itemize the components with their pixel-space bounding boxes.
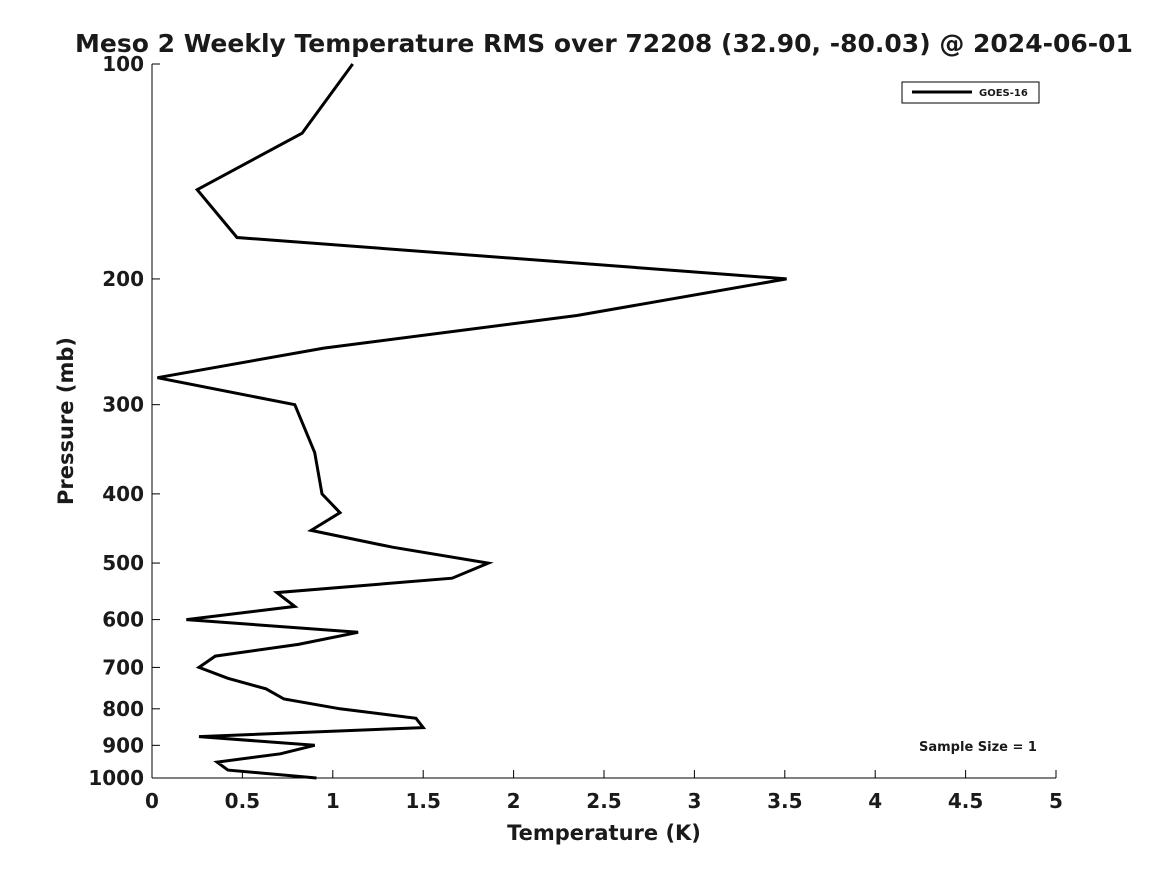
x-tick-label: 0.5 [225,789,260,813]
series-line-goes-16 [157,63,787,780]
legend: GOES-16 [901,81,1040,104]
y-axis-label: Pressure (mb) [54,337,78,505]
plot-area [151,64,1056,779]
y-tick-label: 900 [102,733,144,757]
y-tick-label: 400 [102,482,144,506]
x-tick-label: 1.5 [405,789,440,813]
y-tick-label: 300 [102,393,144,417]
y-tick-label: 700 [102,655,144,679]
y-tick-label: 600 [102,608,144,632]
y-tick-label: 1000 [88,766,144,790]
x-tick-label: 2.5 [586,789,621,813]
y-axis: 100 200 300 400 500 600 700 800 900 1000 [88,52,160,790]
x-tick-label: 0 [145,789,159,813]
y-tick-label: 200 [102,267,144,291]
x-tick-label: 3.5 [767,789,802,813]
y-tick-label: 100 [102,52,144,76]
x-tick-label: 3 [687,789,701,813]
sample-size-annotation: Sample Size = 1 [919,740,1037,755]
x-axis: 0 0.5 1 1.5 2 2.5 3 3.5 4 4.5 5 [145,770,1063,813]
series-layer [157,63,787,780]
y-tick-label: 800 [102,697,144,721]
legend-label-goes-16: GOES-16 [979,88,1028,99]
x-tick-label: 4.5 [948,789,983,813]
x-tick-label: 2 [507,789,521,813]
chart-title: Meso 2 Weekly Temperature RMS over 72208… [75,29,1133,58]
x-axis-label: Temperature (K) [507,821,701,845]
x-tick-label: 1 [326,789,340,813]
x-tick-label: 5 [1049,789,1063,813]
y-tick-label: 500 [102,551,144,575]
x-tick-label: 4 [868,789,882,813]
